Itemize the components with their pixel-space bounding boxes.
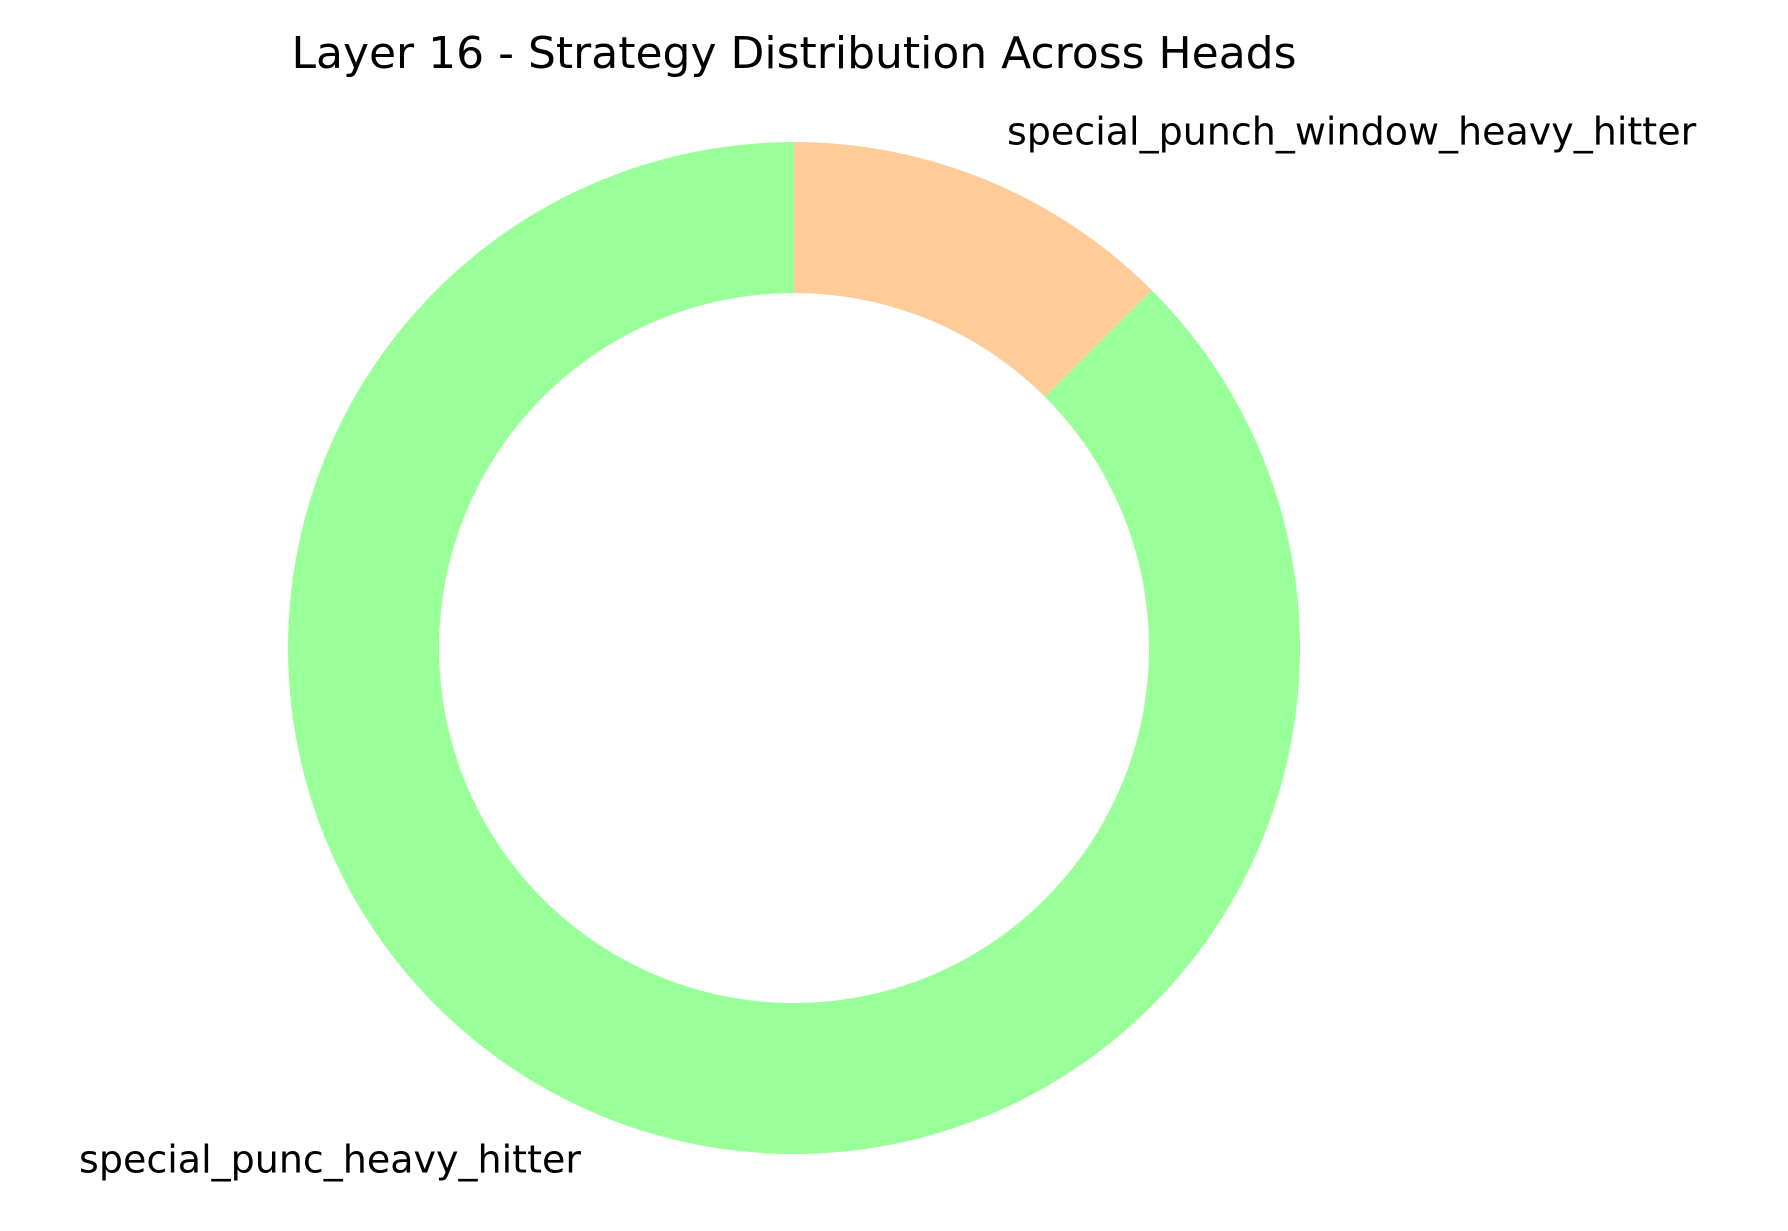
donut-slice-1 xyxy=(287,142,1300,1154)
slice-label-1: special_punc_heavy_hitter xyxy=(79,1138,581,1182)
donut-slices xyxy=(287,142,1300,1154)
donut-slice-0 xyxy=(794,142,1152,397)
chart-title: Layer 16 - Strategy Distribution Across … xyxy=(291,28,1296,79)
slice-labels: special_punch_window_heavy_hitterspecial… xyxy=(79,109,1697,1181)
slice-label-0: special_punch_window_heavy_hitter xyxy=(1007,109,1697,153)
